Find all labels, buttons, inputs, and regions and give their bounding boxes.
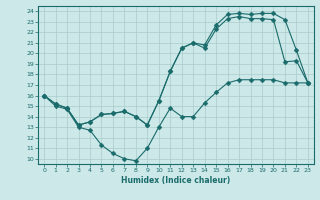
X-axis label: Humidex (Indice chaleur): Humidex (Indice chaleur) (121, 176, 231, 185)
